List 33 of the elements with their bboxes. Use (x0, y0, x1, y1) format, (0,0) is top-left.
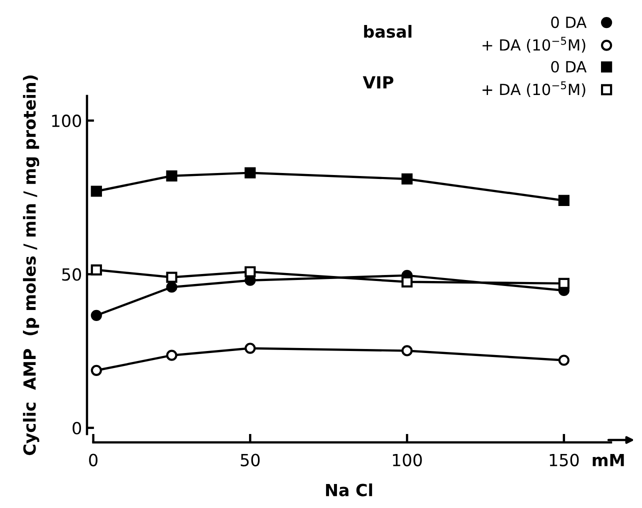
point (401, 345, 413, 356)
point (401, 173, 413, 185)
y-tick-label: 0 (72, 422, 82, 434)
point (244, 167, 256, 178)
point (558, 354, 570, 366)
point (90, 264, 102, 276)
point (166, 272, 178, 283)
text: basal (364, 24, 412, 38)
point (90, 364, 102, 376)
point (401, 276, 413, 288)
y-axis-title: Cyclic AMP (p moles / min / mg protein) (22, 76, 40, 456)
x-tick-label: 50 (240, 454, 260, 466)
legend-label: 0 DA (551, 16, 587, 28)
point (244, 266, 256, 278)
x-tick-label: 150 (550, 454, 579, 466)
legend-label: + DA (10$^{−5}$M) (482, 81, 586, 97)
text: VIP (362, 76, 394, 88)
point (558, 194, 570, 206)
point (244, 342, 256, 354)
point (166, 282, 178, 293)
y-tick-label: 50 (62, 268, 82, 281)
x-axis-title: Na Cl (326, 483, 372, 496)
y-tick-label: 100 (52, 114, 82, 128)
point (90, 186, 102, 197)
point (90, 310, 102, 321)
point (166, 170, 178, 182)
legend-label: + DA (10$^{−5}$M) (482, 36, 586, 53)
x-tick-label: 100 (392, 454, 422, 466)
text: mM (592, 454, 624, 466)
legend-label: 0 DA (551, 60, 587, 73)
point (558, 278, 570, 289)
x-tick-label: 0 (89, 454, 98, 466)
point (166, 350, 178, 361)
